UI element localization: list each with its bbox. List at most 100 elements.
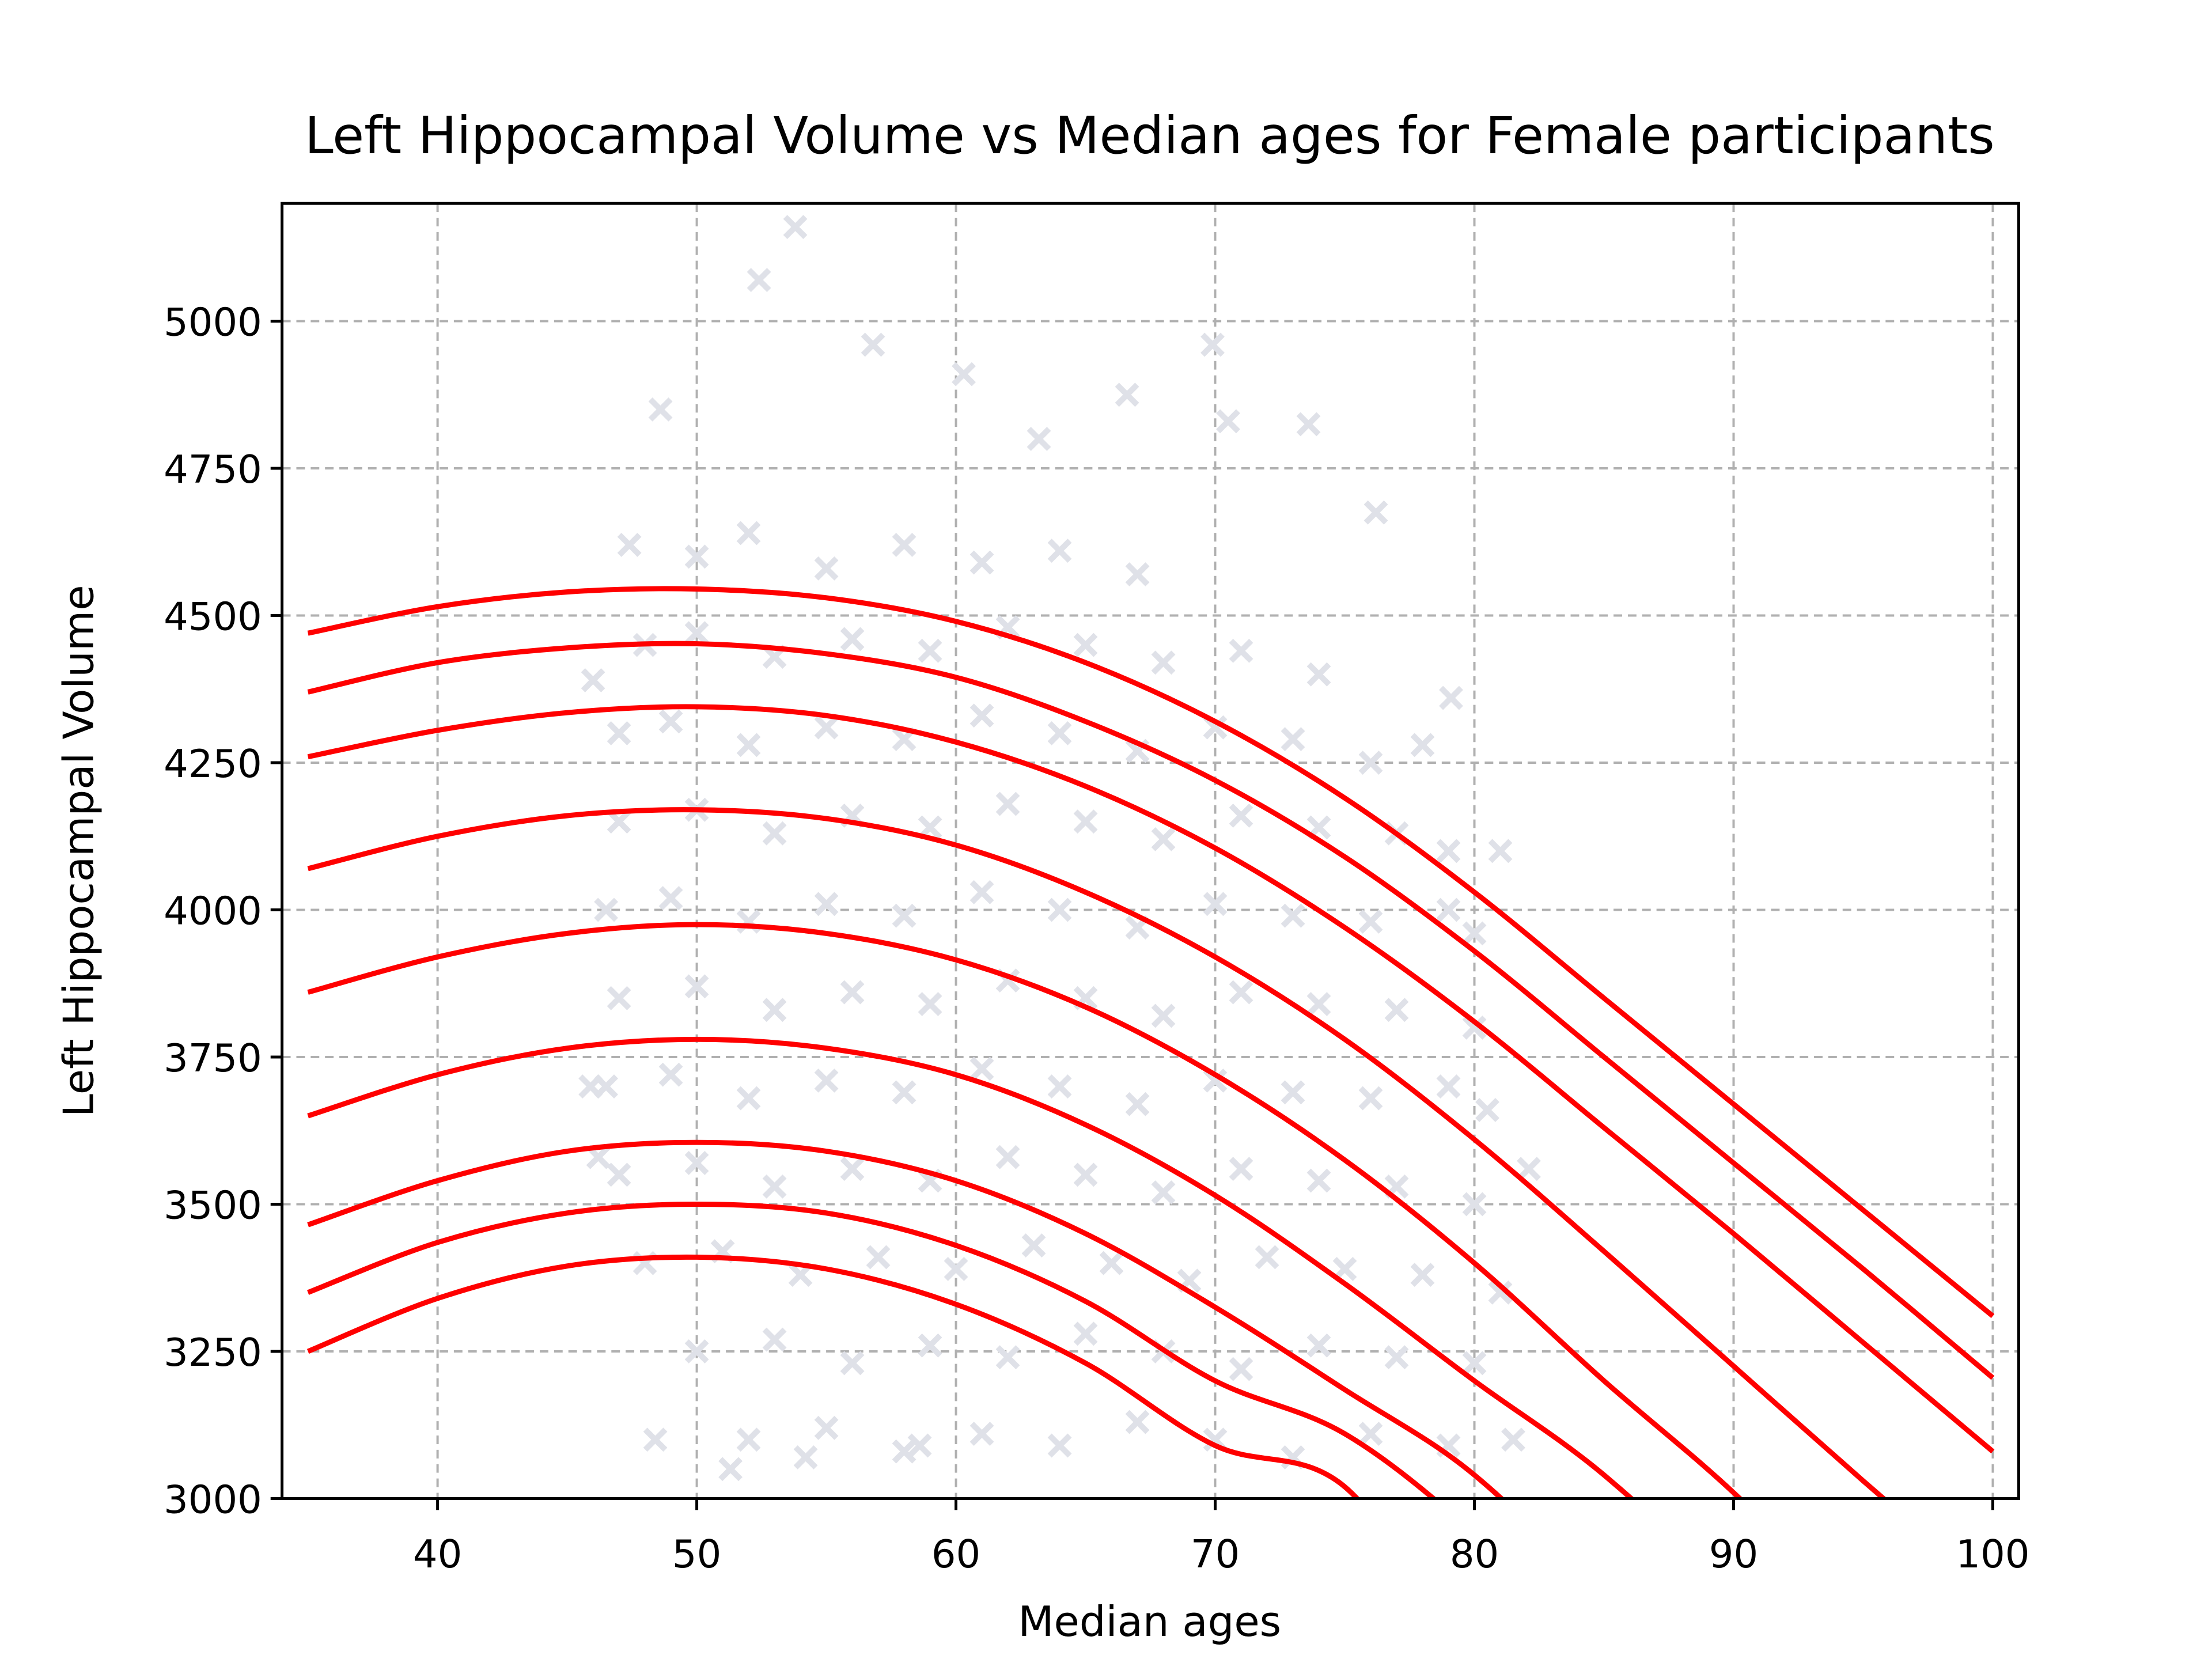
scatter-point xyxy=(1332,1256,1357,1281)
scatter-point xyxy=(1200,332,1225,357)
scatter-point xyxy=(736,521,761,546)
scatter-point xyxy=(1306,662,1331,687)
scatter-point xyxy=(969,1056,994,1081)
scatter-point xyxy=(762,1327,787,1352)
scatter-point xyxy=(814,1415,839,1440)
scatter-point xyxy=(1073,1321,1098,1346)
centile-curve xyxy=(307,1036,1635,1499)
scatter-point xyxy=(1517,1157,1541,1181)
scatter-point xyxy=(1216,409,1240,434)
scatter-point xyxy=(1047,721,1072,745)
scatter-point xyxy=(866,1245,891,1270)
x-axis-label: Median ages xyxy=(1018,1598,1281,1646)
x-tick-label: 60 xyxy=(931,1532,980,1577)
scatter-point xyxy=(1073,809,1098,834)
scatter-point xyxy=(1462,1192,1487,1217)
scatter-point xyxy=(814,1068,839,1093)
centile-curve xyxy=(307,807,1888,1499)
scatter-point xyxy=(1439,685,1463,710)
y-tick-label: 4500 xyxy=(164,594,262,639)
scatter-point xyxy=(617,532,642,557)
x-tick-label: 80 xyxy=(1450,1532,1499,1577)
scatter-point xyxy=(969,1422,994,1446)
centile-curve xyxy=(307,1201,1438,1499)
scatter-point xyxy=(1255,1245,1279,1270)
scatter-point xyxy=(1073,632,1098,657)
chart-title: Left Hippocampal Volume vs Median ages f… xyxy=(305,106,1995,166)
scatter-point xyxy=(1358,1422,1383,1446)
scatter-point xyxy=(1073,1162,1098,1187)
y-tick-label: 3250 xyxy=(164,1330,262,1375)
scatter-point xyxy=(952,362,976,387)
y-tick-label: 3500 xyxy=(164,1183,262,1228)
scatter-point xyxy=(1099,1251,1124,1275)
scatter-point xyxy=(762,998,787,1022)
scatter-point xyxy=(643,1427,668,1452)
scatter-point xyxy=(918,992,942,1016)
y-tick-label: 4000 xyxy=(164,888,262,933)
scatter-point xyxy=(783,215,808,239)
scatter-point xyxy=(892,1439,916,1464)
scatter-point xyxy=(762,821,787,846)
scatter-point xyxy=(1384,998,1409,1022)
scatter-point xyxy=(1363,500,1388,525)
x-tick-label: 70 xyxy=(1191,1532,1240,1577)
grid xyxy=(282,203,2019,1500)
scatter-point xyxy=(1151,650,1176,675)
scatter-point xyxy=(1462,1015,1487,1040)
scatter-point xyxy=(814,892,839,916)
scatter-point xyxy=(969,550,994,575)
scatter-point xyxy=(1229,1157,1253,1181)
scatter-point xyxy=(1358,751,1383,775)
x-tick-label: 100 xyxy=(1956,1532,2029,1577)
scatter-point xyxy=(658,1062,683,1087)
scatter-point xyxy=(840,627,865,652)
scatter-point xyxy=(684,621,709,646)
scatter-point xyxy=(1125,562,1150,586)
y-axis-label: Left Hippocampal Volume xyxy=(55,585,104,1117)
scatter-point xyxy=(861,332,885,357)
scatter-point xyxy=(918,1333,942,1358)
scatter-point xyxy=(1151,1003,1176,1028)
scatter-point xyxy=(607,721,631,745)
centile-curves xyxy=(306,586,1995,1499)
scatter-point xyxy=(995,1145,1020,1169)
scatter-point xyxy=(648,397,673,422)
scatter-point xyxy=(658,709,683,734)
centile-curve xyxy=(307,586,1995,1319)
scatter-point xyxy=(793,1445,818,1469)
scatter-point xyxy=(814,556,839,581)
scatter-point xyxy=(1384,1345,1409,1370)
scatter-point xyxy=(1306,1333,1331,1358)
scatter-point xyxy=(1488,1280,1513,1305)
scatter-point xyxy=(1151,1180,1176,1205)
scatter-point xyxy=(607,809,631,834)
scatter-point xyxy=(581,668,605,692)
scatter-point xyxy=(658,886,683,910)
scatter-point xyxy=(1115,382,1139,407)
scatter-point xyxy=(736,1427,761,1452)
scatter-point xyxy=(892,903,916,928)
centile-curve xyxy=(306,1254,1361,1499)
scatter-point xyxy=(1306,1168,1331,1193)
scatter-point xyxy=(918,638,942,663)
x-tick-label: 40 xyxy=(413,1532,462,1577)
scatter-point xyxy=(747,268,771,292)
scatter-point xyxy=(762,1174,787,1199)
scatter-point xyxy=(1281,1080,1305,1105)
scatter-point xyxy=(1229,638,1253,663)
scatter-point xyxy=(1436,1074,1461,1099)
scatter-point xyxy=(944,1256,968,1281)
scatter-point xyxy=(1358,1086,1383,1111)
scatter-point xyxy=(840,980,865,1005)
scatter-point xyxy=(1358,910,1383,934)
scatter-point xyxy=(607,986,631,1010)
scatter-point xyxy=(969,703,994,728)
scatter-point xyxy=(1410,733,1435,757)
centile-curve xyxy=(307,922,1744,1499)
scatter-point xyxy=(1436,839,1461,863)
scatter-point xyxy=(1047,539,1072,563)
scatter-point xyxy=(1229,980,1253,1005)
scatter-point xyxy=(718,1457,743,1482)
